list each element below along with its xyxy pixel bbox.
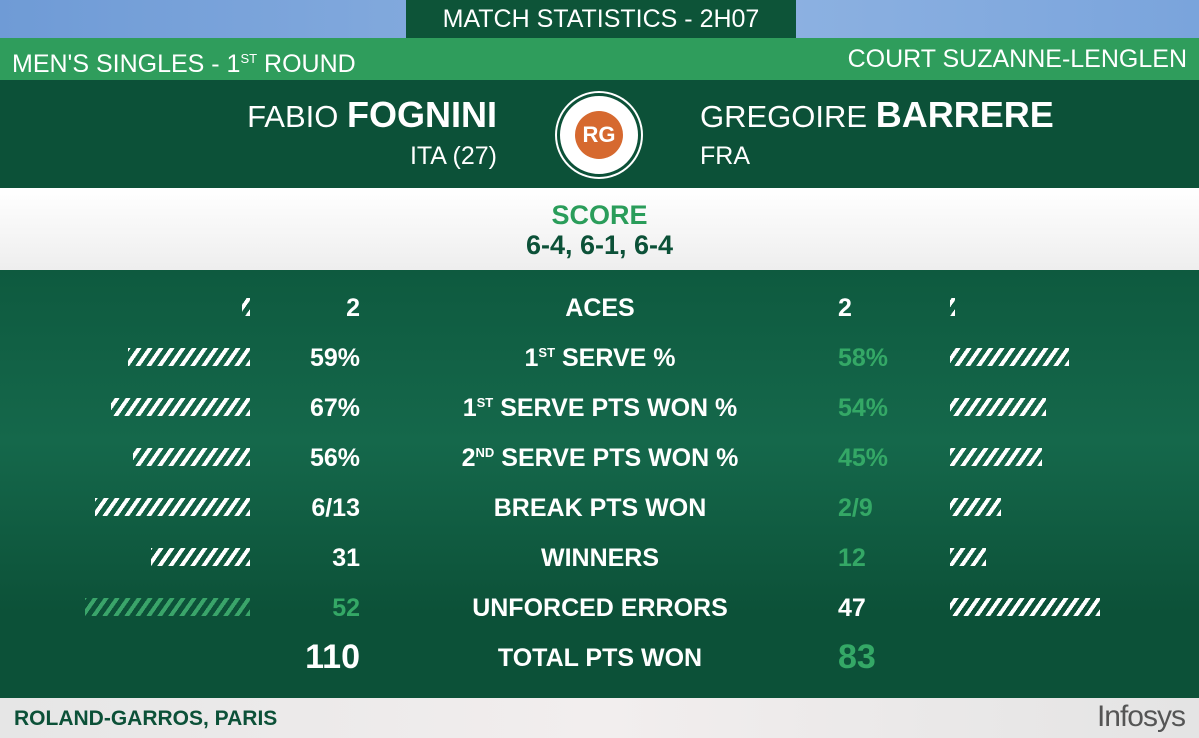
stat-row: 6/13 BREAK PTS WON 2/9 [0,488,1199,528]
stat-label-pre: ACES [565,294,635,322]
stat-label: 1ST SERVE % [400,344,800,373]
stat-label-pre: BREAK PTS WON [493,494,707,522]
event-sup: ST [240,51,258,66]
footer-location: ROLAND-GARROS, PARIS [14,707,278,730]
stat-label-pre: 1 [462,394,477,422]
stats-table: 2 ACES 2 59% 1ST SERVE % 58% 67% 1ST SERVE PTS … [0,270,1199,698]
stat-label-sup: ST [538,345,556,360]
player1-stat-value: 52 [332,594,360,622]
stat-row: 59% 1ST SERVE % 58% [0,338,1199,378]
player2-stat-bar [950,598,1100,616]
player2-stat-value: 83 [838,638,876,676]
player2-last: BARRERE [875,94,1054,135]
stat-label: TOTAL PTS WON [400,644,800,673]
player2-stat-bar [950,398,1046,416]
player1-stat-value: 110 [305,638,360,676]
stat-label-pre: TOTAL PTS WON [497,644,703,672]
player2-stat-value: 2 [838,294,852,322]
stat-label-pre: 2 [461,444,476,472]
stat-row: 56% 2ND SERVE PTS WON % 45% [0,438,1199,478]
player1-name: FABIO FOGNINI [247,94,497,136]
player2-stat-bar [950,448,1042,466]
stat-label-sup: ND [475,445,495,460]
player1-stat-value: 6/13 [311,494,360,522]
player1-first: FABIO [247,99,339,134]
player2-stat-value: 2/9 [838,494,873,522]
player2-stat-bar [950,548,986,566]
player2-first: GREGOIRE [700,99,868,134]
player1-stat-value: 67% [309,394,360,422]
player2-country: FRA [700,142,750,170]
stat-row: 2 ACES 2 [0,288,1199,328]
roland-garros-logo: RG [557,93,641,177]
event-bar: MEN'S SINGLES - 1ST ROUND COURT SUZANNE-… [0,38,1199,80]
stat-label: BREAK PTS WON [400,494,800,523]
event-text: MEN'S SINGLES - 1 [12,50,241,78]
player2-stat-value: 54% [838,394,889,422]
logo-monogram: RG [575,111,623,159]
player2-stat-value: 45% [838,444,889,472]
event-round: MEN'S SINGLES - 1ST ROUND [12,38,356,85]
stat-row: 31 WINNERS 12 [0,538,1199,578]
stat-label: 1ST SERVE PTS WON % [400,394,800,423]
stat-label: WINNERS [400,544,800,573]
player1-country: ITA (27) [409,142,497,170]
score-label: SCORE [551,200,648,230]
player1-stat-value: 56% [309,444,360,472]
player2-stat-value: 12 [838,544,866,572]
stat-label-pre: 1 [524,344,539,372]
stat-label-pre: WINNERS [540,544,660,572]
graphic-title: MATCH STATISTICS - 2H07 [406,0,796,38]
player1-stat-bar [95,498,250,516]
player2-stat-bar [950,348,1069,366]
court-name: COURT SUZANNE-LENGLEN [847,45,1187,73]
player2-stat-value: 58% [838,344,889,372]
player1-stat-value: 31 [332,544,360,572]
player2-name: GREGOIRE BARRERE [700,94,1054,136]
stat-row: 67% 1ST SERVE PTS WON % 54% [0,388,1199,428]
stat-label: ACES [400,294,800,323]
stat-label-post: SERVE PTS WON % [494,444,739,472]
player1-stat-value: 2 [346,294,360,322]
footer: ROLAND-GARROS, PARIS Infosys [0,698,1199,738]
player1-stat-bar [85,598,250,616]
player2-stat-bar [950,298,955,316]
stat-label-sup: ST [476,395,494,410]
stat-label: 2ND SERVE PTS WON % [400,444,800,473]
stat-label: UNFORCED ERRORS [400,594,800,623]
stat-label-pre: UNFORCED ERRORS [472,594,728,622]
score-value: 6-4, 6-1, 6-4 [525,230,674,260]
player2-stat-value: 47 [838,594,866,622]
sponsor-logo: Infosys [1096,700,1186,733]
player1-stat-bar [111,398,250,416]
player1-stat-bar [133,448,250,466]
player1-stat-bar [242,298,250,316]
stat-label-post: SERVE % [555,344,676,372]
stat-row: 52 UNFORCED ERRORS 47 [0,588,1199,628]
stat-label-post: SERVE PTS WON % [493,394,738,422]
players-header: FABIO FOGNINI ITA (27) RG GREGOIRE BARRE… [0,80,1199,188]
player1-stat-bar [128,348,250,366]
score-band: SCORE 6-4, 6-1, 6-4 [0,188,1199,270]
player1-stat-value: 59% [309,344,360,372]
event-tail: ROUND [257,50,356,78]
stat-row: 110 TOTAL PTS WON 83 [0,638,1199,678]
player1-last: FOGNINI [347,94,497,135]
player1-stat-bar [151,548,250,566]
player2-stat-bar [950,498,1001,516]
